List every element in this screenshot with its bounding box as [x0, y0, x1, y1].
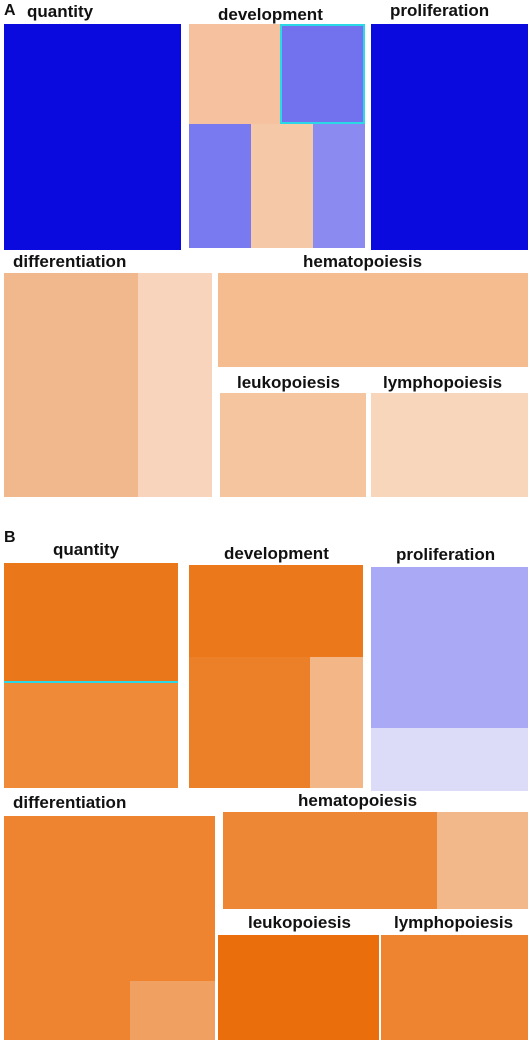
- tile-a-differentiation-2: [138, 273, 212, 497]
- tile-b-hematopoiesis-2: [437, 812, 528, 909]
- label-b-quantity: quantity: [53, 540, 120, 559]
- tile-b-hematopoiesis-1: [223, 812, 437, 909]
- label-b-lymphopoiesis: lymphopoiesis: [394, 913, 514, 932]
- tile-a-development-4: [251, 124, 313, 248]
- tile-a-quantity-1: [4, 24, 181, 135]
- tile-b-proliferation-1: [371, 567, 528, 728]
- label-a-differentiation: differentiation: [13, 252, 127, 271]
- label-b-differentiation: differentiation: [13, 793, 127, 812]
- tile-b-differentiation-4: [130, 981, 215, 1040]
- tile-a-development-3: [189, 124, 251, 248]
- tile-a-development-5: [313, 124, 365, 248]
- tile-a-leukopoiesis-1: [220, 393, 366, 497]
- tile-b-development-1: [189, 565, 363, 657]
- tile-b-lymphopoiesis-1: [381, 935, 528, 1040]
- label-a-lymphopoiesis: lymphopoiesis: [383, 373, 503, 392]
- tile-b-development-2: [189, 657, 310, 788]
- tile-a-differentiation-1: [4, 273, 138, 497]
- panel-letter-a: A: [4, 2, 16, 19]
- tile-b-differentiation-1: [4, 816, 130, 922]
- tile-a-development-1: [189, 24, 280, 124]
- panel-letter-b: B: [4, 529, 16, 546]
- tile-b-differentiation-3: [130, 816, 215, 981]
- tile-a-proliferation-1: [371, 24, 528, 133]
- label-a-leukopoiesis: leukopoiesis: [237, 373, 340, 392]
- tile-a-quantity-2: [4, 135, 181, 250]
- tile-b-quantity-2: [4, 683, 178, 788]
- label-b-development: development: [224, 544, 329, 563]
- tile-b-proliferation-2: [371, 728, 528, 791]
- tile-b-development-3: [310, 657, 363, 788]
- label-b-hematopoiesis: hematopoiesis: [298, 791, 418, 810]
- tile-b-leukopoiesis-1: [218, 935, 379, 1040]
- label-b-leukopoiesis: leukopoiesis: [248, 913, 351, 932]
- label-a-hematopoiesis: hematopoiesis: [303, 252, 423, 271]
- tile-b-quantity-1: [4, 563, 178, 683]
- label-a-proliferation: proliferation: [390, 1, 490, 20]
- label-a-development: development: [218, 5, 323, 24]
- tile-b-differentiation-2: [4, 922, 130, 1040]
- tile-a-proliferation-2: [371, 133, 528, 250]
- tile-a-development-2: [280, 24, 365, 124]
- tile-a-hematopoiesis-1: [218, 273, 528, 367]
- label-b-proliferation: proliferation: [396, 545, 496, 564]
- label-a-quantity: quantity: [27, 2, 94, 21]
- tile-a-lymphopoiesis-1: [371, 393, 528, 497]
